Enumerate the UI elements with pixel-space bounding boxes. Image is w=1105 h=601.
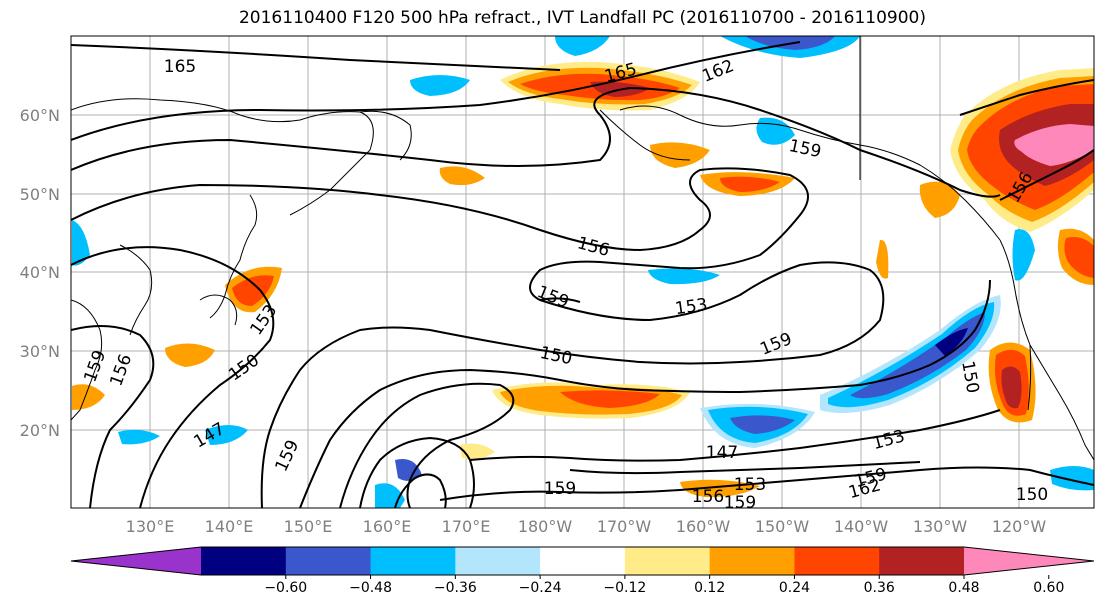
- colorbar-label: −0.36: [434, 580, 477, 596]
- lat-label: 30°N: [20, 342, 60, 361]
- contour-label: 165: [164, 57, 196, 77]
- colorbar-label: −0.48: [349, 580, 392, 596]
- lon-label: 140°E: [205, 517, 254, 536]
- colorbar-segment: [624, 547, 711, 575]
- longitude-labels: 130°E 140°E 150°E 160°E 170°E 180°W 170°…: [126, 517, 1047, 536]
- lat-label: 60°N: [20, 106, 60, 125]
- colorbar-segment: [879, 547, 965, 575]
- contour-label: 159: [724, 493, 756, 513]
- lon-label: 160°W: [676, 517, 731, 536]
- lon-label: 150°E: [284, 517, 333, 536]
- colorbar-segment: [540, 547, 626, 575]
- colorbar-label: 0.36: [864, 580, 895, 596]
- colorbar-label: 0.12: [694, 580, 725, 596]
- lon-label: 180°W: [518, 517, 573, 536]
- lon-label: 170°W: [597, 517, 652, 536]
- colorbar-label: 0.24: [779, 580, 810, 596]
- lat-label: 20°N: [20, 421, 60, 440]
- contour-label: 153: [734, 475, 766, 495]
- colorbar-segment: [455, 547, 541, 575]
- colorbar-segment: [709, 547, 795, 575]
- lon-label: 120°W: [992, 517, 1047, 536]
- map-frame: [70, 35, 1095, 509]
- colorbar-segment: [370, 547, 456, 575]
- colorbar-label: −0.12: [603, 580, 646, 596]
- colorbar-extend-high: [964, 547, 1094, 575]
- map-title: 2016110400 F120 500 hPa refract., IVT La…: [238, 8, 926, 28]
- colorbar-label: −0.60: [264, 580, 307, 596]
- lon-label: 130°E: [126, 517, 175, 536]
- contour-label: 156: [692, 487, 724, 507]
- lon-label: 150°W: [755, 517, 810, 536]
- lon-label: 140°W: [834, 517, 889, 536]
- latitude-labels: 60°N 50°N 40°N 30°N 20°N: [20, 106, 60, 440]
- colorbar-extend-low: [71, 547, 201, 575]
- lat-label: 50°N: [20, 185, 60, 204]
- colorbar-segment: [201, 547, 287, 575]
- contour-label: 153: [674, 295, 709, 319]
- positive-shading: [72, 61, 1094, 498]
- colorbar: −0.60 −0.48 −0.36 −0.24 −0.12 0.12 0.24 0.36 0.4…: [70, 546, 1095, 596]
- colorbar-label: 0.48: [948, 580, 979, 596]
- colorbar-label: −0.24: [519, 580, 562, 596]
- contour-label: 150: [1016, 485, 1048, 505]
- contour-lines: [71, 41, 1094, 508]
- lon-label: 160°E: [363, 517, 412, 536]
- lon-label: 170°E: [442, 517, 491, 536]
- colorbar-outline: [70, 546, 1095, 576]
- colorbar-label: 0.60: [1033, 580, 1064, 596]
- contour-label: 159: [544, 479, 576, 499]
- colorbar-segment: [794, 547, 880, 575]
- coastlines: [71, 36, 1094, 461]
- colorbar-segment: [285, 547, 372, 575]
- contour-label: 147: [706, 443, 738, 463]
- lon-label: 130°W: [913, 517, 968, 536]
- lat-label: 40°N: [20, 263, 60, 282]
